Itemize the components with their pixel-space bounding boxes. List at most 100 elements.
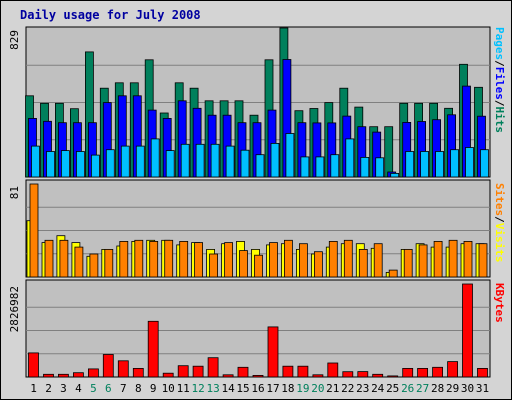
x-tick-label: 23 (356, 382, 369, 395)
bar-sites-day-14 (224, 242, 234, 278)
bar-sites-day-12 (194, 242, 204, 278)
legend-kbytes: KBytes (493, 283, 506, 323)
bars (26, 183, 488, 278)
bar-pages-day-13 (210, 143, 220, 178)
bar-sites-day-27 (418, 244, 428, 278)
bar-pages-day-29 (450, 149, 460, 178)
bar-pages-day-18 (285, 133, 295, 178)
bar-sites-day-29 (448, 239, 458, 278)
bar-sites-day-21 (328, 240, 338, 278)
x-tick-label: 4 (75, 382, 82, 395)
x-tick-label: 6 (105, 382, 112, 395)
bar-pages-day-10 (165, 150, 175, 178)
x-tick-label: 10 (162, 382, 175, 395)
bar-pages-day-22 (345, 138, 355, 178)
bar-kbytes-day-31 (477, 367, 488, 378)
bar-kbytes-day-25 (387, 375, 399, 378)
bar-sites-day-6 (104, 248, 114, 278)
x-tick-label: 9 (150, 382, 157, 395)
bar-kbytes-day-28 (432, 366, 444, 378)
bar-kbytes-day-6 (102, 354, 114, 378)
bar-pages-day-9 (150, 138, 160, 178)
bar-pages-day-28 (435, 151, 445, 178)
bar-kbytes-day-30 (462, 283, 473, 378)
panel-legend: Pages/Files/Hits (493, 27, 506, 133)
x-tick-label: 27 (416, 382, 429, 395)
bar-kbytes-day-26 (402, 367, 414, 378)
bar-sites-day-17 (269, 242, 278, 278)
x-tick-label: 19 (296, 382, 309, 395)
x-tick-label: 30 (461, 382, 474, 395)
bar-sites-day-25 (388, 269, 398, 278)
bar-pages-day-12 (195, 143, 205, 178)
bar-pages-day-5 (91, 154, 100, 178)
bar-kbytes-day-15 (237, 366, 249, 378)
legend-files: Files (493, 67, 506, 100)
bar-kbytes-day-29 (447, 361, 459, 378)
bar-pages-day-7 (120, 145, 130, 178)
bar-pages-day-14 (225, 145, 235, 178)
bar-pages-day-17 (270, 142, 280, 178)
bar-pages-day-8 (135, 145, 145, 178)
bar-kbytes-day-27 (417, 367, 429, 378)
x-tick-label: 16 (251, 382, 264, 395)
bar-pages-day-19 (300, 156, 310, 178)
x-tick-label: 20 (311, 382, 324, 395)
x-tick-label: 12 (191, 382, 204, 395)
bar-sites-day-5 (89, 253, 99, 278)
bar-pages-day-23 (360, 156, 370, 178)
bar-pages-day-20 (315, 156, 325, 178)
bar-sites-day-11 (179, 240, 189, 278)
x-axis: 1 2 3 4 5 6 7 8 9 10 11 12 13 14 15 16 17 18 19 20 21 22 23 24 2… (30, 382, 489, 395)
y-max-label: 81 (8, 186, 21, 199)
x-tick-label: 8 (135, 382, 142, 395)
bar-kbytes-day-7 (117, 360, 129, 378)
legend-pages: Pages (493, 27, 506, 60)
bar-kbytes-day-20 (312, 374, 324, 378)
bar-pages-day-11 (180, 143, 190, 178)
bar-kbytes-day-22 (342, 371, 354, 378)
bar-sites-day-22 (343, 239, 353, 278)
x-tick-label: 26 (401, 382, 414, 395)
bar-kbytes-day-18 (282, 365, 294, 378)
bar-kbytes-day-16 (252, 374, 264, 378)
bar-kbytes-day-3 (58, 373, 69, 378)
bar-pages-day-21 (330, 154, 340, 178)
legend-text: Sites/Visits (493, 183, 506, 263)
bar-pages-day-24 (375, 157, 385, 178)
x-tick-label: 29 (446, 382, 459, 395)
panel-kbytes: 2826982 KBytes (8, 279, 506, 378)
x-tick-label: 2 (45, 382, 52, 395)
legend-separator: / (493, 60, 506, 67)
bar-pages-day-6 (105, 149, 115, 178)
x-tick-label: 31 (476, 382, 489, 395)
bar-kbytes-day-4 (73, 372, 84, 378)
legend-separator: / (493, 216, 506, 223)
bar-kbytes-day-17 (267, 326, 279, 378)
panel-legend: KBytes (493, 283, 506, 323)
x-tick-label: 7 (120, 382, 127, 395)
x-tick-label: 15 (236, 382, 249, 395)
legend-sites: Sites (493, 183, 506, 216)
x-tick-label: 22 (341, 382, 354, 395)
bar-kbytes-day-23 (357, 371, 369, 378)
bar-pages-day-2 (46, 151, 55, 178)
bar-pages-day-4 (76, 151, 85, 178)
legend-text: Pages/Files/Hits (493, 27, 506, 133)
bar-sites-day-31 (478, 243, 488, 278)
bar-pages-day-16 (255, 154, 265, 178)
bar-sites-day-7 (119, 240, 129, 278)
x-tick-label: 17 (266, 382, 279, 395)
bar-sites-day-8 (134, 239, 144, 278)
bars (28, 283, 488, 378)
legend-hits: Hits (493, 107, 506, 134)
bar-sites-day-19 (298, 243, 308, 278)
bar-pages-day-25 (390, 172, 400, 178)
bar-pages-day-27 (420, 151, 430, 178)
bar-kbytes-day-24 (372, 373, 384, 378)
bar-sites-day-10 (164, 239, 174, 278)
bar-pages-day-26 (405, 151, 415, 178)
